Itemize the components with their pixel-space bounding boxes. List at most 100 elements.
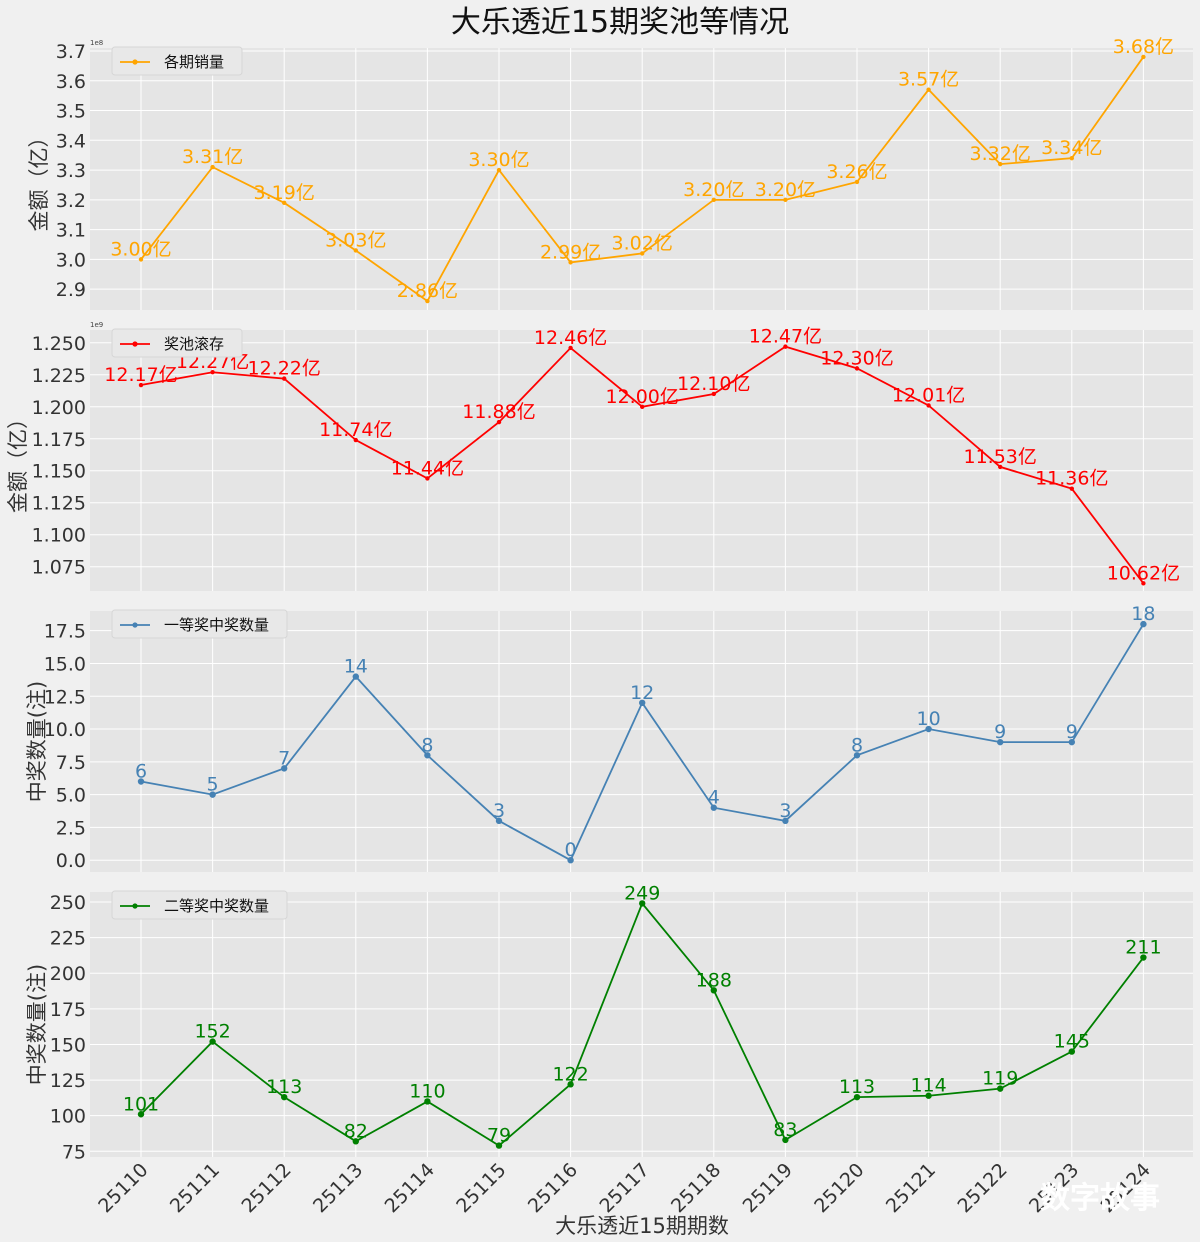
data-label: 6 <box>135 761 147 783</box>
data-point <box>782 817 789 825</box>
data-point <box>352 1138 359 1145</box>
data-label: 3.00亿 <box>110 238 171 260</box>
data-label: 12.46亿 <box>534 327 607 349</box>
legend-label: 奖池滚存 <box>164 335 224 353</box>
data-point <box>568 345 573 351</box>
y-tick-label: 1.150 <box>32 461 86 483</box>
data-point <box>138 257 144 262</box>
data-point <box>710 804 717 811</box>
x-tick-label: 25116 <box>524 1159 582 1217</box>
data-label: 12.10亿 <box>677 373 750 395</box>
legend-marker <box>132 622 138 628</box>
y-tick-label: 17.5 <box>44 621 86 643</box>
data-label: 110 <box>409 1080 445 1102</box>
data-label: 3.20亿 <box>683 179 744 201</box>
data-label: 12.01亿 <box>892 384 965 406</box>
panel-4: 75 100 125 150 175 200 225 250 中奖数量(注) 101 152 113 8… <box>25 882 1193 1163</box>
data-label: 12.47亿 <box>749 326 822 348</box>
x-tick-label: 25110 <box>94 1159 152 1217</box>
legend-box <box>111 609 288 639</box>
data-point <box>1069 155 1075 161</box>
data-point <box>998 161 1003 167</box>
data-label: 8 <box>851 734 863 756</box>
data-point <box>425 298 430 304</box>
x-tick-label: 25122 <box>953 1159 1011 1217</box>
legend: 二等奖中奖数量 <box>111 890 288 920</box>
data-point <box>567 1081 574 1088</box>
x-tick-label: 25117 <box>595 1159 653 1217</box>
y-tick-label: 1.075 <box>32 557 86 579</box>
x-tick-label: 25121 <box>882 1159 940 1217</box>
data-label: 12.22亿 <box>247 358 320 380</box>
data-label: 114 <box>910 1075 946 1097</box>
y-tick-label: 3.4 <box>56 130 86 152</box>
data-label: 18 <box>1131 603 1155 625</box>
data-label: 3.68亿 <box>1113 36 1174 58</box>
data-point <box>853 752 861 759</box>
data-label: 3.34亿 <box>1041 137 1102 159</box>
data-label: 12.17亿 <box>104 364 177 386</box>
y-tick-label: 75 <box>62 1141 86 1163</box>
data-point <box>138 382 144 388</box>
data-point <box>1069 486 1075 491</box>
data-label: 9 <box>1066 721 1078 743</box>
data-label: 10.62亿 <box>1107 562 1180 584</box>
data-point <box>568 260 573 265</box>
data-label: 5 <box>207 774 219 796</box>
y-tick-label: 1.100 <box>32 525 86 547</box>
data-point <box>853 1093 861 1101</box>
y-tick-label: 1.200 <box>32 397 86 419</box>
y-tick-label: 10.0 <box>44 719 86 741</box>
data-point <box>925 725 932 733</box>
data-label: 249 <box>624 882 660 904</box>
legend-box <box>111 46 243 76</box>
data-point <box>1068 738 1076 746</box>
data-point <box>352 673 359 680</box>
data-label: 145 <box>1054 1031 1090 1053</box>
data-label: 9 <box>994 721 1006 743</box>
data-label: 11.88亿 <box>462 401 535 423</box>
data-point <box>210 370 215 375</box>
y-tick-label: 3.1 <box>56 220 86 242</box>
legend: 一等奖中奖数量 <box>111 609 288 639</box>
data-point <box>1140 954 1147 961</box>
y-tick-label: 3.6 <box>56 71 86 93</box>
x-tick-label: 25119 <box>739 1159 797 1217</box>
data-label: 11.74亿 <box>319 419 392 441</box>
data-label: 3.02亿 <box>612 232 673 254</box>
data-point <box>495 817 503 825</box>
data-point <box>639 699 646 707</box>
data-point <box>424 1098 431 1105</box>
y-tick-label: 5.0 <box>56 785 86 807</box>
y-axis-label: 金额（亿） <box>27 127 51 232</box>
y-tick-label: 3.3 <box>56 160 86 182</box>
data-point <box>783 344 788 349</box>
legend-box <box>111 890 288 920</box>
data-point <box>353 437 358 443</box>
y-tick-label: 15.0 <box>44 653 86 675</box>
x-axis-label: 大乐透近15期期数 <box>555 1214 729 1238</box>
data-point <box>567 856 574 864</box>
data-label: 4 <box>708 787 720 809</box>
plot-area <box>90 48 1193 310</box>
y-tick-label: 7.5 <box>56 752 86 774</box>
data-label: 12.00亿 <box>605 386 678 408</box>
data-point <box>926 403 931 408</box>
y-offset-text: 1e8 <box>90 39 103 47</box>
y-axis-label: 中奖数量(注) <box>25 964 49 1085</box>
data-label: 11.53亿 <box>963 446 1036 468</box>
data-label: 3.26亿 <box>826 161 887 183</box>
legend: 各期销量 <box>111 46 243 76</box>
data-label: 82 <box>344 1120 368 1142</box>
data-point <box>210 164 215 170</box>
x-tick-label: 25118 <box>667 1159 725 1217</box>
y-tick-label: 3.0 <box>56 249 86 271</box>
data-label: 3.20亿 <box>755 179 816 201</box>
data-label: 2.86亿 <box>397 280 458 302</box>
legend-label: 二等奖中奖数量 <box>164 897 269 915</box>
x-tick-label: 25111 <box>166 1159 224 1217</box>
legend-label: 各期销量 <box>164 53 224 71</box>
y-tick-label: 250 <box>50 892 86 914</box>
legend-label: 一等奖中奖数量 <box>164 616 269 634</box>
